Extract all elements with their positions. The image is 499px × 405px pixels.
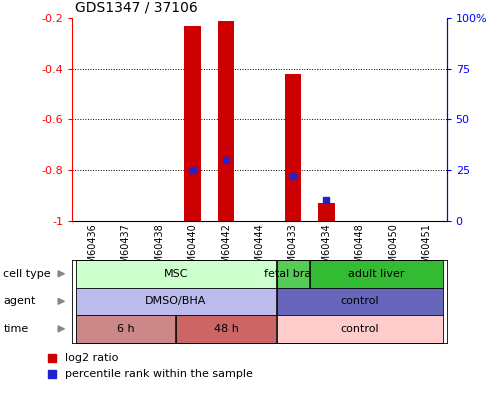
Text: control: control	[340, 296, 379, 306]
Text: agent: agent	[3, 296, 36, 306]
Bar	[184, 26, 201, 221]
Text: 48 h: 48 h	[214, 324, 239, 334]
Text: cell type: cell type	[3, 269, 51, 279]
Bar	[318, 203, 335, 221]
Text: percentile rank within the sample: percentile rank within the sample	[65, 369, 253, 379]
Bar	[284, 74, 301, 221]
Text: MSC: MSC	[164, 269, 188, 279]
Text: DMSO/BHA: DMSO/BHA	[145, 296, 207, 306]
Bar	[218, 21, 235, 221]
Text: time: time	[3, 324, 29, 334]
Text: control: control	[340, 324, 379, 334]
Text: fetal brain: fetal brain	[264, 269, 322, 279]
Text: log2 ratio: log2 ratio	[65, 353, 118, 363]
Text: GDS1347 / 37106: GDS1347 / 37106	[75, 0, 198, 14]
Text: adult liver: adult liver	[348, 269, 405, 279]
Text: 6 h: 6 h	[117, 324, 135, 334]
